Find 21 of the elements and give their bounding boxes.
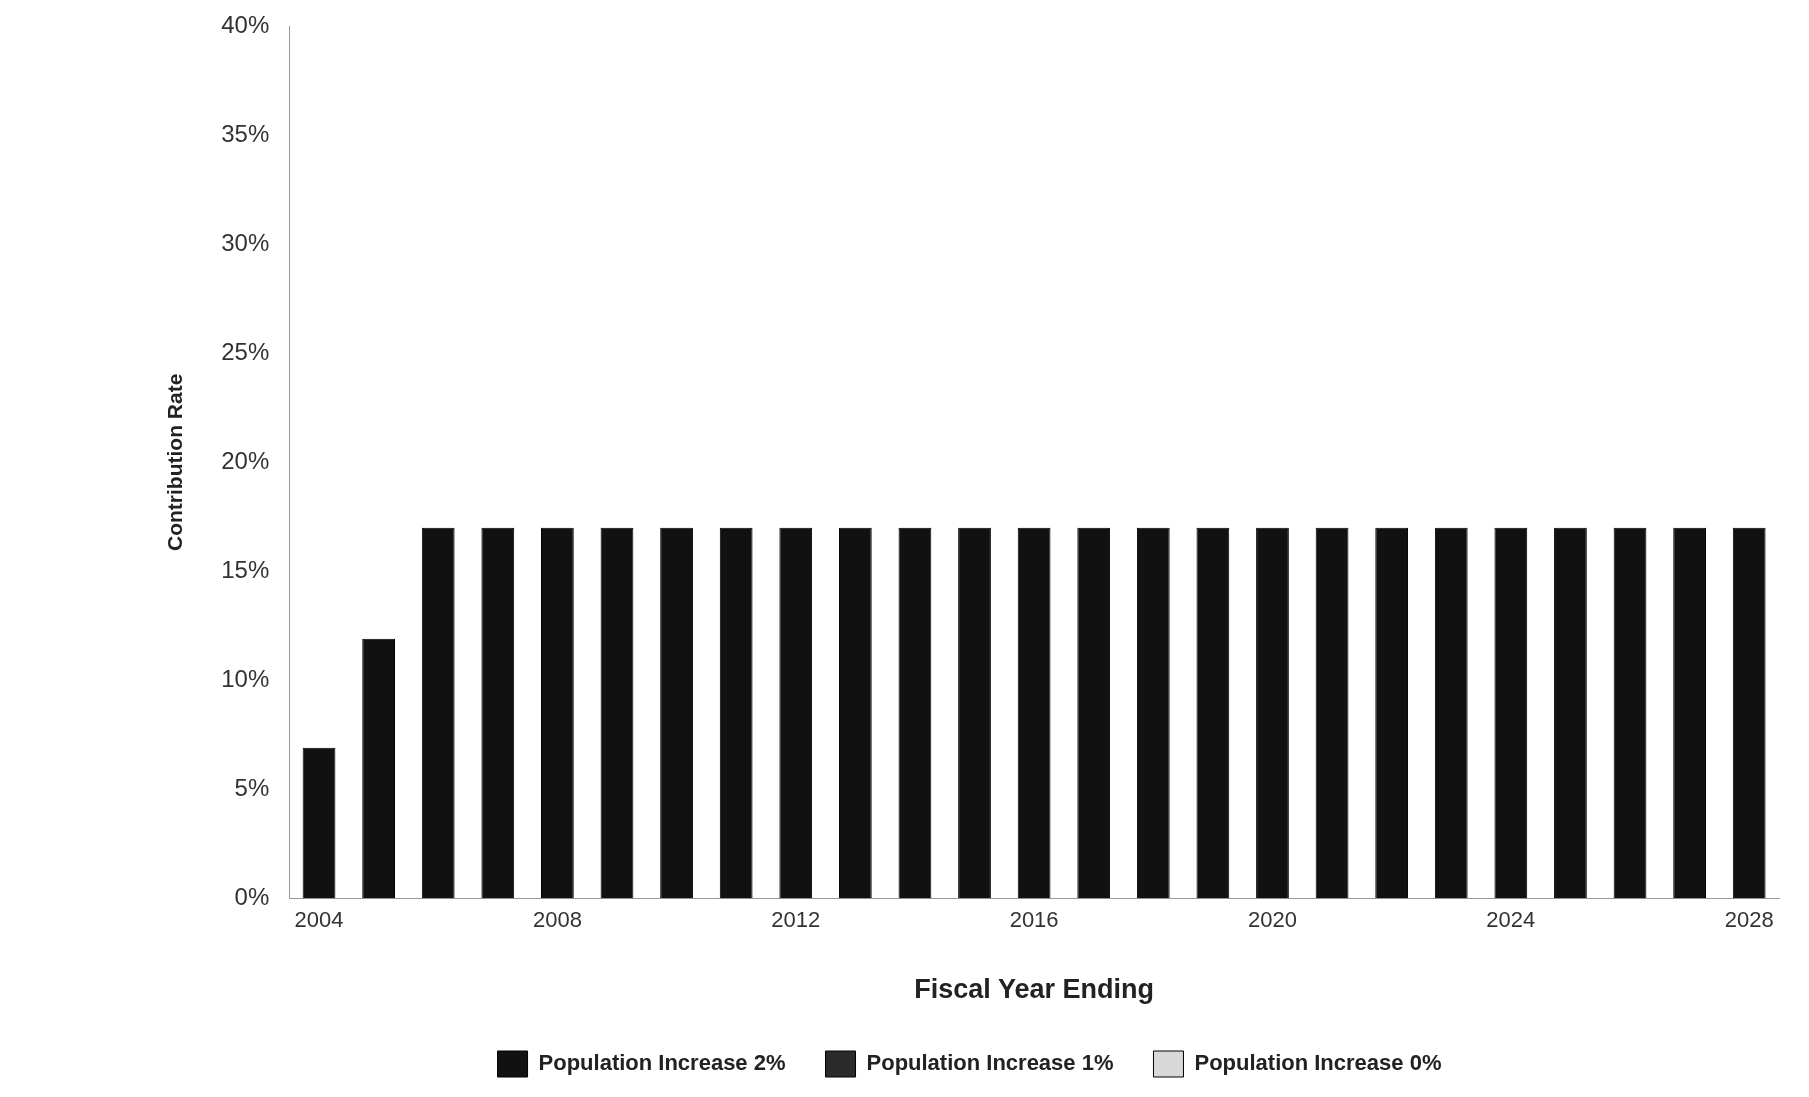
x-tick-label: 2024 (1486, 907, 1536, 933)
legend-label: Population Increase 0% (1194, 1050, 1442, 1076)
y-tick-label: 15% (221, 555, 270, 583)
y-tick-label: 10% (221, 664, 270, 692)
y-tick-label: 40% (221, 11, 270, 39)
y-tick-label: 20% (221, 446, 270, 474)
x-tick-label: 2004 (294, 907, 344, 933)
y-tick-label: 25% (221, 337, 270, 365)
x-tick-label: 2008 (532, 907, 582, 933)
y-tick-label: 30% (221, 228, 270, 256)
x-tick-label: 2020 (1248, 907, 1297, 933)
x-tick-label: 2016 (1009, 907, 1059, 933)
legend-label: Population Increase 1% (866, 1050, 1114, 1076)
y-tick-label: 5% (234, 773, 270, 801)
legend-label: Population Increase 2% (538, 1050, 786, 1076)
x-tick-label: 2028 (1724, 907, 1774, 933)
x-tick-label: 2012 (771, 907, 821, 933)
y-tick-label: 0% (234, 882, 270, 910)
x-axis-title: Fiscal Year Ending (914, 974, 1154, 1005)
y-tick-label: 35% (221, 120, 270, 147)
y-axis-title: Contribution Rate (163, 373, 187, 551)
